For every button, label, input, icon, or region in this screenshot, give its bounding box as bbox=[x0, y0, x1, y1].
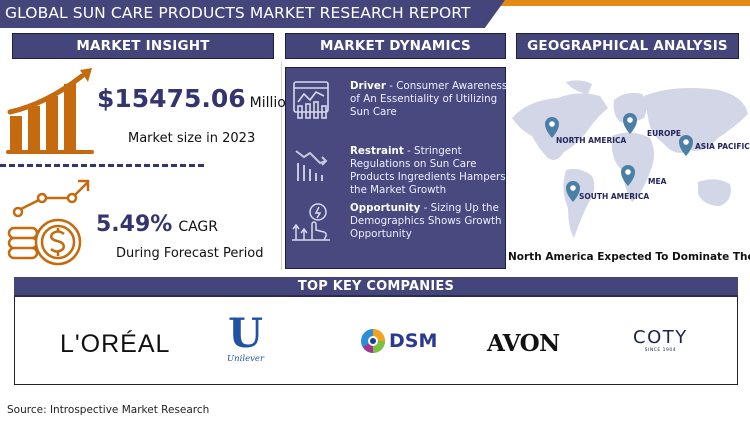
dynamics-description: - Consumer Awareness of An Essentiality … bbox=[350, 80, 508, 118]
dynamics-item-restraint: Restraint - Stringent Regulations on Sun… bbox=[292, 145, 506, 201]
geo-caption: North America Expected To Dominate The M… bbox=[508, 251, 750, 263]
dynamics-item-driver: Driver - Consumer Awareness of An Essent… bbox=[292, 80, 507, 136]
market-size-number: $15475.06 bbox=[97, 84, 246, 113]
dsm-logo: DSM bbox=[360, 325, 437, 357]
dsm-name: DSM bbox=[389, 330, 438, 352]
source-credit: Source: Introspective Market Research bbox=[7, 404, 210, 416]
region-label-north-america: NORTH AMERICA bbox=[556, 136, 627, 145]
cagr-label: During Forecast Period bbox=[116, 246, 264, 261]
dynamics-label: Restraint bbox=[350, 145, 404, 157]
dynamics-text: Restraint - Stringent Regulations on Sun… bbox=[350, 145, 510, 197]
coty-logo: COTY SINCE 1904 bbox=[633, 327, 688, 353]
world-map bbox=[512, 80, 748, 238]
declining-chart-icon bbox=[295, 150, 328, 181]
dynamics-description: - Sizing Up the Demographics Shows Growt… bbox=[350, 202, 502, 240]
geographical-analysis-heading: GEOGRAPHICAL ANALYSIS bbox=[516, 33, 739, 59]
avon-logo: AVON bbox=[487, 330, 560, 357]
region-label-mea: MEA bbox=[648, 177, 667, 186]
market-dynamics-heading: MARKET DYNAMICS bbox=[285, 33, 506, 59]
growth-bar-chart-icon bbox=[6, 68, 94, 154]
cagr-number: 5.49% bbox=[96, 212, 173, 237]
cagr-unit: CAGR bbox=[178, 219, 219, 235]
market-size-label: Market size in 2023 bbox=[128, 131, 256, 146]
market-insight-panel: $15475.06 Million Market size in 2023 5.4… bbox=[0, 62, 295, 270]
dsm-swirl-icon bbox=[361, 329, 385, 353]
panel-divider bbox=[281, 62, 282, 270]
dynamics-description: - Stringent Regulations on Sun Care Prod… bbox=[350, 145, 506, 196]
cagr-value: 5.49% CAGR bbox=[96, 212, 218, 237]
dynamics-item-opportunity: Opportunity - Sizing Up the Demographics… bbox=[292, 202, 504, 258]
market-size-value: $15475.06 Million bbox=[97, 84, 295, 113]
top-key-companies-heading: TOP KEY COMPANIES bbox=[14, 277, 738, 297]
dynamics-label: Opportunity bbox=[350, 202, 421, 214]
dynamics-text: Opportunity - Sizing Up the Demographics… bbox=[350, 202, 510, 241]
key-companies-panel: L'ORÉAL U Unilever DSM AVON COTY SINCE 1… bbox=[14, 297, 738, 385]
dynamics-text: Driver - Consumer Awareness of An Essent… bbox=[350, 80, 510, 119]
market-insight-heading: MARKET INSIGHT bbox=[12, 33, 274, 59]
market-size-unit: Million bbox=[249, 95, 295, 111]
region-label-asia-pacific: ASIA PACIFIC bbox=[695, 142, 750, 151]
unilever-name: Unilever bbox=[227, 354, 265, 364]
coty-tagline: SINCE 1904 bbox=[644, 348, 677, 353]
coin-growth-icon bbox=[7, 179, 90, 266]
coty-name: COTY bbox=[633, 327, 688, 348]
dashed-divider bbox=[0, 164, 204, 167]
report-title-bar: GLOBAL SUN CARE PRODUCTS MARKET RESEARCH… bbox=[0, 0, 505, 28]
region-label-europe: EUROPE bbox=[647, 129, 681, 138]
report-title: GLOBAL SUN CARE PRODUCTS MARKET RESEARCH… bbox=[5, 4, 471, 22]
analytics-dashboard-icon bbox=[293, 81, 329, 119]
unilever-logo: U Unilever bbox=[227, 310, 265, 365]
opportunity-hand-icon bbox=[292, 203, 330, 241]
market-dynamics-panel: Driver - Consumer Awareness of An Essent… bbox=[285, 67, 507, 269]
loreal-logo: L'ORÉAL bbox=[60, 330, 171, 358]
unilever-mark: U bbox=[228, 310, 263, 357]
dynamics-label: Driver bbox=[350, 80, 386, 92]
region-label-south-america: SOUTH AMERICA bbox=[579, 192, 650, 201]
